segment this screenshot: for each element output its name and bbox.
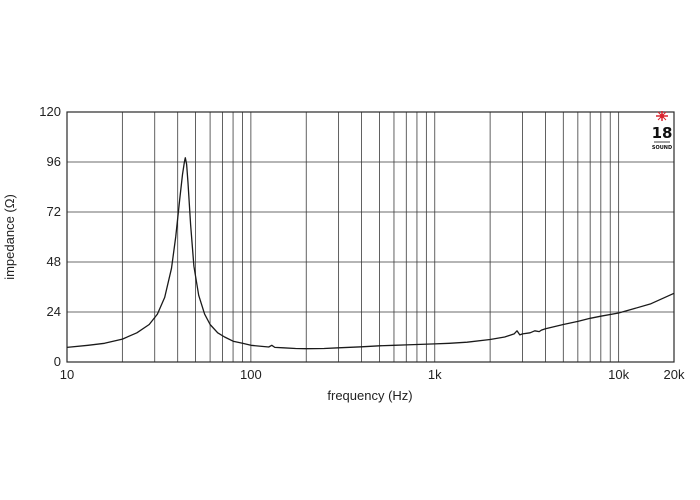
y-axis-label: impedance (Ω) <box>2 194 17 280</box>
plot-frame <box>66 111 675 363</box>
x-tick-label: 10k <box>608 367 629 382</box>
series-layer <box>66 157 675 350</box>
x-axis-label: frequency (Hz) <box>327 388 412 403</box>
logo-subtext: SOUND <box>652 145 672 151</box>
x-tick-label: 1k <box>428 367 442 382</box>
x-tick-label: 10 <box>60 367 74 382</box>
y-tick-label: 96 <box>47 154 61 169</box>
impedance-curve <box>66 157 675 350</box>
y-tick-label: 24 <box>47 304 61 319</box>
y-tick-label: 0 <box>54 354 61 369</box>
x-tick-label: 20k <box>664 367 685 382</box>
y-tick-label: 48 <box>47 254 61 269</box>
tick-labels: 120 96 72 48 24 010 100 1k 10k 20k <box>39 104 685 382</box>
y-tick-label: 72 <box>47 204 61 219</box>
x-tick-label: 100 <box>240 367 262 382</box>
logo-burst-icon <box>656 111 668 121</box>
brand-logo: 18 SOUND <box>652 111 673 151</box>
logo-number: 18 <box>652 124 673 142</box>
grid <box>67 112 674 362</box>
y-tick-label: 120 <box>39 104 61 119</box>
